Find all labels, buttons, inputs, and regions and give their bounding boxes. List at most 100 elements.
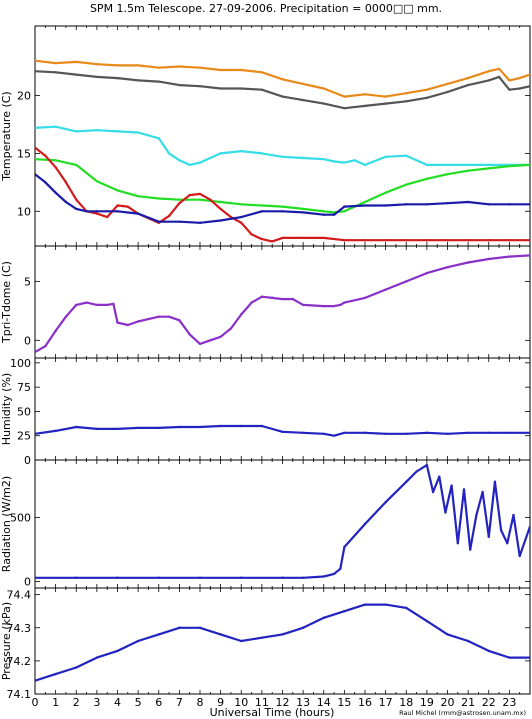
data-point	[528, 525, 530, 528]
data-point	[363, 163, 367, 167]
data-point	[322, 575, 325, 578]
data-point	[178, 159, 181, 162]
data-point	[415, 470, 418, 473]
data-point	[54, 429, 57, 433]
data-point	[384, 501, 387, 504]
data-point	[528, 254, 530, 257]
x-tick-label: 6	[155, 696, 162, 709]
y-tick-label: 0	[24, 576, 31, 589]
data-point	[240, 87, 243, 90]
data-point	[343, 205, 346, 208]
data-point	[136, 639, 140, 643]
y-tick-label: 500	[10, 512, 31, 525]
data-point	[444, 511, 447, 514]
data-point	[167, 214, 171, 218]
y-tick-label: 74.4	[7, 589, 32, 602]
data-point	[466, 431, 470, 434]
data-point	[425, 239, 429, 242]
data-point	[95, 303, 99, 307]
data-point	[54, 672, 57, 676]
data-point	[157, 633, 160, 636]
data-point	[343, 609, 346, 613]
y-axis-label: Temperature (C)	[0, 91, 13, 181]
data-point	[178, 65, 181, 68]
data-point	[136, 131, 140, 134]
data-point	[219, 207, 222, 211]
panel-frame	[34, 357, 531, 461]
data-point	[508, 79, 511, 82]
data-point	[54, 159, 57, 162]
data-point	[528, 85, 530, 88]
x-tick-label: 8	[197, 696, 204, 709]
data-point	[240, 424, 243, 428]
data-point	[281, 633, 284, 636]
data-point	[446, 173, 449, 176]
series-line-0	[35, 603, 530, 682]
data-point	[363, 603, 367, 606]
data-point	[466, 169, 470, 172]
data-point	[35, 350, 37, 354]
y-tick-label: 10	[17, 205, 31, 218]
data-point	[446, 82, 449, 86]
data-point	[487, 431, 490, 434]
data-point	[260, 295, 264, 298]
data-point	[322, 87, 325, 90]
data-point	[260, 204, 264, 207]
data-point	[322, 213, 325, 216]
data-point	[198, 85, 202, 88]
data-point	[301, 98, 305, 102]
data-point	[487, 239, 490, 242]
data-point	[332, 572, 336, 576]
data-point	[136, 195, 140, 198]
y-axis-label: Tpri-Tdome (C)	[0, 261, 13, 344]
data-point	[229, 327, 233, 330]
y-tick-label: 75	[17, 381, 31, 394]
data-point	[116, 576, 119, 579]
x-tick-label: 3	[93, 696, 100, 709]
data-point	[178, 201, 181, 205]
data-point	[405, 606, 408, 610]
data-point	[105, 210, 109, 213]
data-point	[178, 220, 181, 223]
data-point	[75, 163, 78, 167]
data-point	[219, 68, 222, 72]
data-point	[54, 125, 57, 128]
series-line-5	[35, 173, 530, 224]
data-point	[188, 163, 191, 167]
data-point	[363, 93, 367, 96]
data-point	[466, 639, 470, 643]
data-point	[425, 88, 429, 91]
data-point	[240, 149, 243, 153]
data-point	[105, 303, 109, 307]
data-point	[431, 490, 435, 494]
data-point	[75, 130, 78, 133]
data-point	[405, 280, 408, 283]
data-point	[85, 210, 88, 213]
data-point	[343, 301, 346, 304]
data-point	[487, 69, 490, 73]
data-point	[260, 152, 264, 155]
data-point	[322, 304, 325, 308]
x-tick-label: 4	[114, 696, 121, 709]
data-point	[260, 237, 264, 241]
data-point	[518, 554, 521, 558]
data-point	[425, 163, 429, 167]
data-point	[405, 432, 408, 435]
data-point	[466, 83, 470, 87]
data-point	[499, 529, 503, 532]
data-point	[301, 576, 305, 579]
data-point	[240, 215, 243, 219]
data-point	[466, 163, 470, 167]
data-point	[240, 68, 243, 72]
data-point	[44, 181, 47, 184]
data-point	[332, 160, 336, 163]
data-point	[281, 155, 284, 159]
data-point	[270, 296, 274, 300]
data-point	[178, 319, 181, 322]
data-point	[405, 91, 408, 95]
data-point	[198, 66, 202, 69]
data-point	[116, 189, 119, 192]
data-point	[508, 656, 511, 659]
x-tick-label: 23	[502, 696, 516, 709]
data-point	[281, 430, 284, 434]
